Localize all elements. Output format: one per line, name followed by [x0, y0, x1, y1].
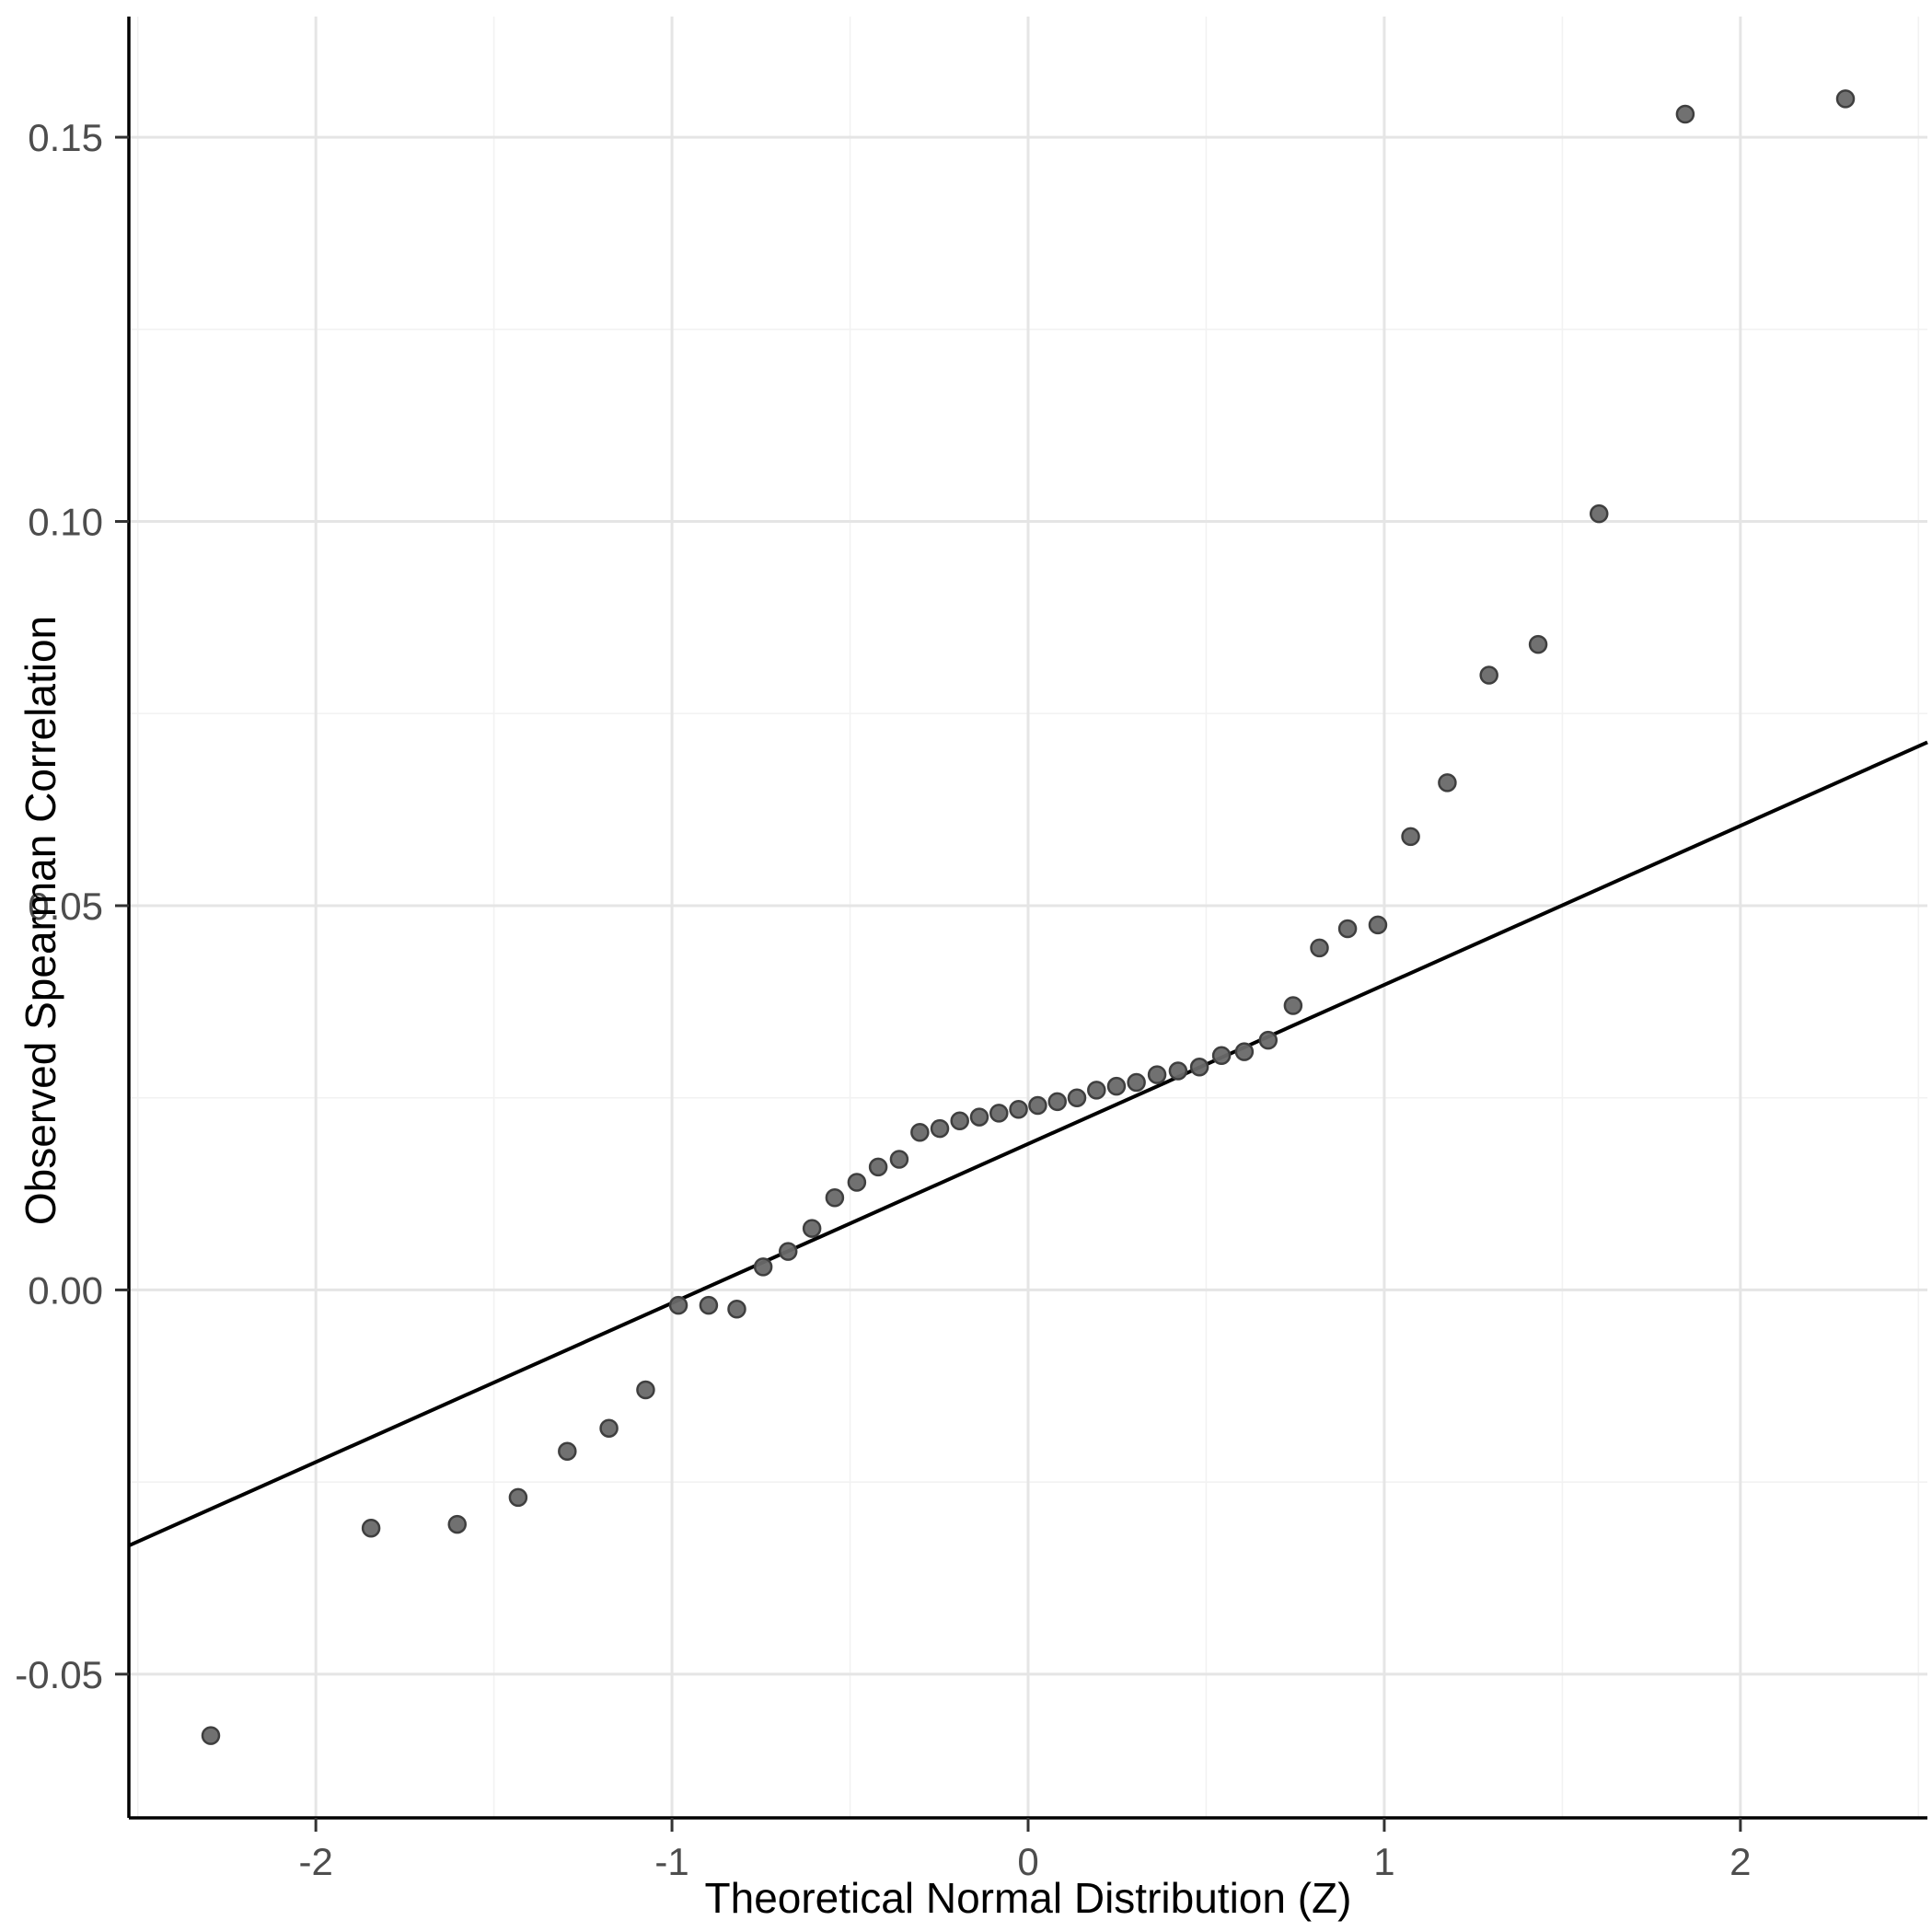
y-tick-label: 0.00: [28, 1268, 103, 1312]
y-tick-label: 0.15: [28, 116, 103, 159]
data-point: [1368, 915, 1388, 935]
data-point: [1528, 634, 1548, 654]
x-tick-label: -1: [654, 1840, 688, 1883]
data-point: [868, 1157, 888, 1177]
data-point: [668, 1295, 688, 1315]
data-point: [1168, 1061, 1188, 1081]
data-point: [1337, 919, 1358, 939]
data-point: [778, 1242, 798, 1261]
data-point: [1258, 1030, 1278, 1050]
reference-line: [128, 740, 1928, 1548]
x-tick-label: 2: [1730, 1840, 1751, 1883]
x-axis-title: Theoretical Normal Distribution (Z): [704, 1874, 1352, 1922]
data-point: [447, 1514, 468, 1534]
data-point: [989, 1104, 1009, 1123]
data-point: [889, 1150, 909, 1169]
data-point: [1087, 1081, 1106, 1100]
x-tick-label: 0: [1017, 1840, 1038, 1883]
data-point: [1211, 1046, 1232, 1066]
data-point: [599, 1418, 619, 1438]
y-tick-label: 0.10: [28, 501, 103, 544]
data-point: [727, 1300, 746, 1319]
data-point: [1310, 938, 1329, 958]
data-point: [1067, 1088, 1087, 1107]
data-point: [825, 1187, 845, 1208]
y-tick-label: 0.05: [28, 885, 103, 928]
data-point: [1028, 1095, 1047, 1116]
data-point: [1438, 773, 1457, 792]
data-point: [802, 1219, 822, 1238]
data-point: [910, 1123, 930, 1142]
data-point: [1283, 996, 1303, 1015]
y-tick-label: -0.05: [15, 1653, 103, 1696]
data-point: [930, 1118, 950, 1139]
data-point: [508, 1487, 528, 1508]
data-point: [1189, 1058, 1209, 1077]
data-point: [361, 1518, 381, 1538]
data-point: [1127, 1072, 1146, 1093]
data-point: [558, 1441, 577, 1462]
data-point: [636, 1380, 655, 1400]
data-point: [847, 1173, 867, 1192]
data-point: [753, 1257, 773, 1277]
data-point: [1234, 1042, 1255, 1061]
data-point: [1147, 1065, 1167, 1084]
data-point: [1009, 1099, 1028, 1119]
data-point: [950, 1111, 969, 1130]
data-point: [699, 1295, 719, 1315]
data-point: [1047, 1092, 1067, 1112]
data-point: [969, 1107, 989, 1127]
data-point: [1479, 665, 1498, 685]
data-point: [201, 1726, 221, 1745]
y-axis-title: Observed Spearman Correlation: [17, 615, 64, 1226]
x-tick-label: 1: [1373, 1840, 1394, 1883]
data-point: [1835, 89, 1856, 109]
data-point: [1589, 503, 1609, 524]
data-point: [1675, 104, 1695, 124]
x-tick-label: -2: [298, 1840, 332, 1883]
data-point: [1106, 1076, 1127, 1096]
data-point: [1401, 827, 1420, 847]
